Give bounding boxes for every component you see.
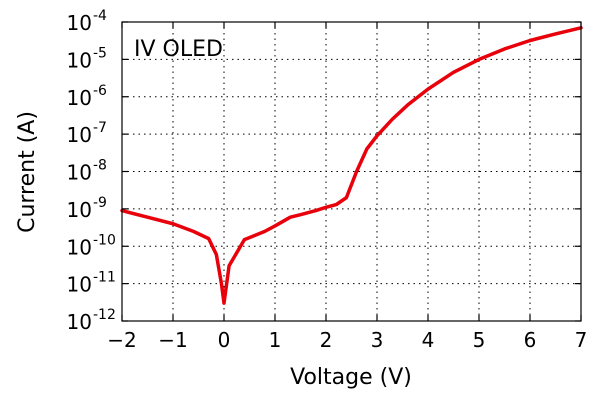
y-tick-label-exponent: -8 [93, 158, 107, 174]
x-tick-label: 2 [320, 328, 333, 352]
x-axis-label: Voltage (V) [290, 365, 412, 390]
y-tick-label: 10 -4 [67, 8, 108, 35]
x-tick-label: 0 [218, 328, 231, 352]
series-line [120, 26, 583, 305]
y-tick-label-exponent: -4 [93, 8, 107, 24]
x-tick-label: 5 [473, 328, 486, 352]
y-tick-label-base: 10 [67, 198, 92, 222]
x-tick-labels: −2 −1 0 1 2 3 4 5 6 7 [107, 328, 587, 352]
series-line-layer [120, 26, 583, 305]
x-tick-label: −1 [158, 328, 187, 352]
y-tick-label: 10 -5 [67, 45, 107, 72]
plot-frame [121, 21, 582, 322]
y-tick-label-base: 10 [67, 310, 92, 334]
x-tick-label: 4 [422, 328, 435, 352]
x-tick-label: 1 [269, 328, 282, 352]
chart-title: IV OLED [134, 37, 223, 62]
y-tick-label-exponent: -7 [93, 120, 107, 136]
y-tick-label-exponent: -6 [93, 83, 107, 99]
y-tick-label: 10 -9 [67, 195, 107, 222]
x-tick-label: 3 [371, 328, 384, 352]
x-tick-label: 6 [524, 328, 537, 352]
y-tick-label-exponent: -5 [93, 45, 107, 61]
x-tick-label: 7 [575, 328, 588, 352]
axis-ticks [121, 21, 582, 322]
y-tick-label-base: 10 [67, 235, 92, 259]
x-tick-label: −2 [107, 328, 136, 352]
y-tick-label-base: 10 [67, 86, 92, 110]
y-tick-label-base: 10 [67, 123, 92, 147]
y-tick-label-exponent: -10 [93, 232, 116, 248]
y-tick-label: 10 -12 [67, 307, 116, 334]
y-tick-label: 10 -8 [67, 158, 107, 185]
y-tick-label-exponent: -11 [93, 270, 116, 286]
y-tick-label: 10 -6 [67, 83, 108, 110]
y-axis-label: Current (A) [15, 111, 40, 233]
y-tick-label-base: 10 [67, 48, 92, 72]
grid-lines [121, 21, 582, 322]
y-tick-label-exponent: -12 [93, 307, 116, 323]
y-tick-label-base: 10 [67, 161, 92, 185]
y-tick-label-exponent: -9 [93, 195, 107, 211]
y-tick-label-base: 10 [67, 11, 92, 35]
y-tick-label-base: 10 [67, 273, 92, 297]
y-tick-label: 10 -11 [67, 270, 116, 297]
y-tick-label: 10 -7 [67, 120, 107, 147]
y-tick-label: 10 -10 [67, 232, 116, 259]
